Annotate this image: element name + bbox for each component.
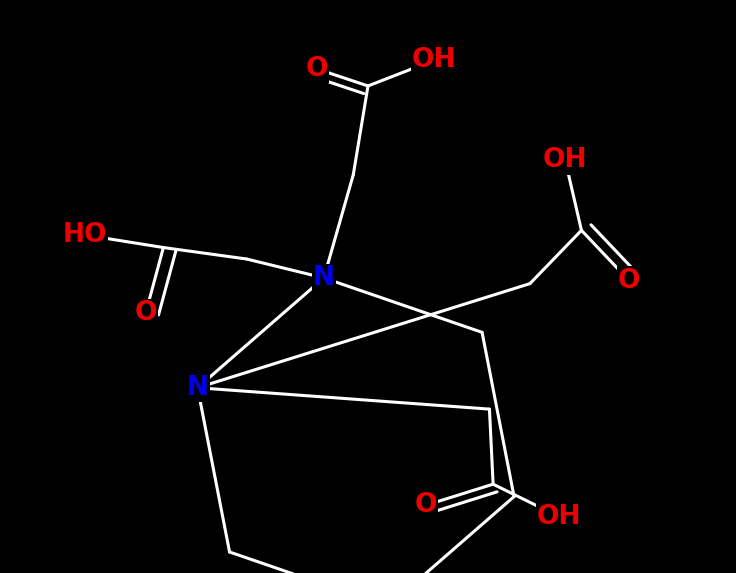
- Text: OH: OH: [537, 504, 581, 530]
- Text: OH: OH: [543, 147, 587, 174]
- Text: O: O: [414, 492, 436, 519]
- Text: O: O: [618, 268, 640, 294]
- Text: N: N: [187, 375, 208, 401]
- Text: N: N: [313, 265, 335, 291]
- Text: OH: OH: [412, 47, 456, 73]
- Text: O: O: [305, 56, 328, 82]
- Text: HO: HO: [63, 222, 107, 248]
- Text: O: O: [135, 300, 157, 326]
